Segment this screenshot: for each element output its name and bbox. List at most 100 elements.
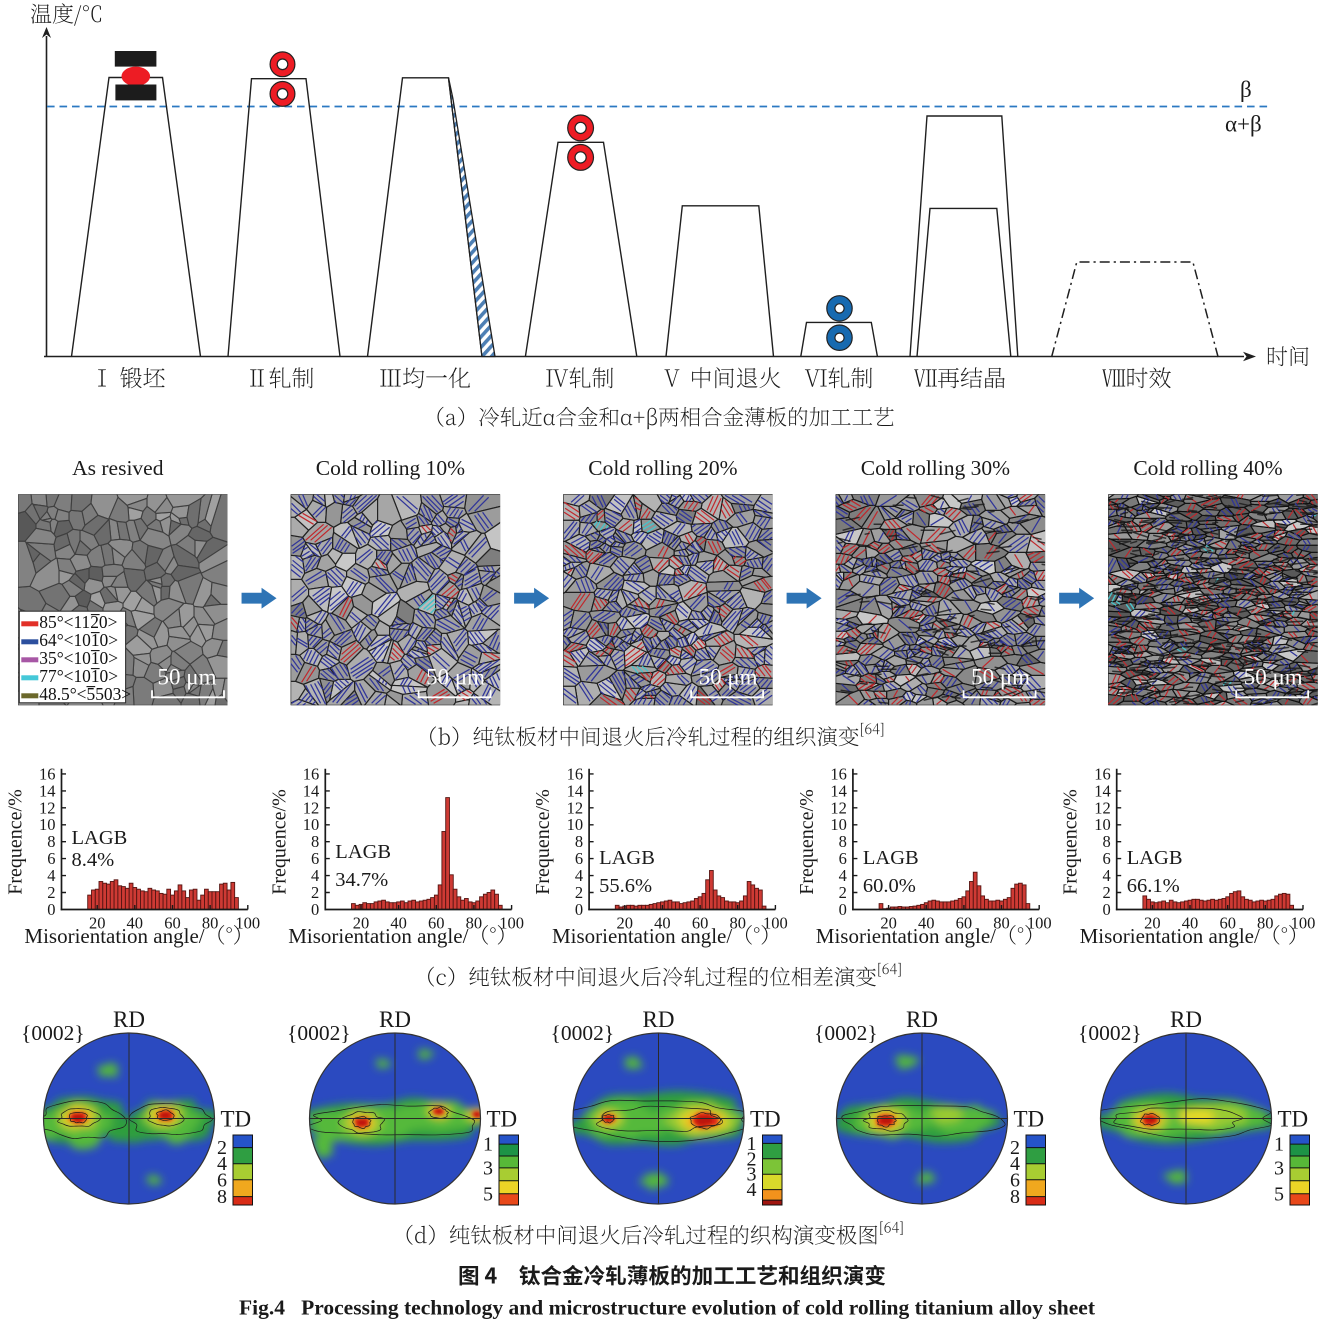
svg-text:4: 4	[1102, 866, 1110, 885]
svg-text:60: 60	[428, 914, 445, 933]
svg-text:TD: TD	[221, 1107, 252, 1132]
svg-text:Misorientation angle/: Misorientation angle/	[288, 924, 468, 948]
svg-text:48.5°<5503>: 48.5°<5503>	[39, 684, 131, 704]
svg-text:40: 40	[918, 914, 935, 933]
svg-text:40: 40	[127, 914, 144, 933]
svg-text:8: 8	[217, 1186, 227, 1208]
svg-text:8: 8	[1010, 1186, 1020, 1208]
svg-text:RD: RD	[643, 1007, 675, 1032]
svg-text:LAGB: LAGB	[72, 827, 128, 849]
svg-text:RD: RD	[906, 1007, 938, 1032]
svg-text:100: 100	[1291, 914, 1316, 933]
svg-text:4: 4	[311, 866, 319, 885]
svg-text:40: 40	[390, 914, 407, 933]
svg-text:80: 80	[466, 914, 483, 933]
svg-text:Frequence/%: Frequence/%	[796, 789, 818, 895]
svg-text:20: 20	[880, 914, 897, 933]
svg-text:10: 10	[830, 815, 847, 834]
svg-text:Frequence/%: Frequence/%	[5, 789, 27, 895]
svg-text:100: 100	[763, 914, 788, 933]
svg-text:1: 1	[1274, 1134, 1284, 1156]
svg-text:0: 0	[1102, 900, 1110, 919]
svg-text:RD: RD	[1170, 1007, 1202, 1032]
svg-text:1: 1	[483, 1134, 493, 1156]
svg-text:{0002}: {0002}	[1078, 1021, 1142, 1045]
svg-text:4: 4	[217, 1153, 227, 1175]
svg-text:66.1%: 66.1%	[1127, 875, 1180, 897]
svg-text:20: 20	[353, 914, 370, 933]
svg-text:8: 8	[1102, 832, 1110, 851]
svg-text:14: 14	[830, 781, 847, 800]
svg-text:RD: RD	[113, 1007, 145, 1032]
svg-text:40: 40	[1182, 914, 1199, 933]
svg-text:2: 2	[839, 883, 847, 902]
svg-text:34.7%: 34.7%	[335, 869, 388, 891]
svg-text:50 μm: 50 μm	[158, 664, 217, 689]
svg-text:55.6%: 55.6%	[599, 875, 652, 897]
svg-text:16: 16	[1094, 764, 1111, 783]
svg-text:60: 60	[956, 914, 973, 933]
svg-text:Misorientation angle/: Misorientation angle/	[816, 924, 996, 948]
svg-text:20: 20	[1144, 914, 1161, 933]
svg-text:14: 14	[39, 781, 56, 800]
svg-text:8: 8	[311, 832, 319, 851]
svg-text:4: 4	[747, 1179, 757, 1201]
svg-text:RD: RD	[379, 1007, 411, 1032]
svg-text:2: 2	[1102, 883, 1110, 902]
svg-text:77°<1010>: 77°<1010>	[39, 666, 118, 686]
svg-text:2: 2	[575, 883, 583, 902]
svg-text:LAGB: LAGB	[335, 841, 391, 863]
svg-text:20: 20	[89, 914, 106, 933]
svg-text:80: 80	[993, 914, 1010, 933]
svg-text:2: 2	[311, 883, 319, 902]
svg-text:50 μm: 50 μm	[699, 664, 758, 689]
svg-text:TD: TD	[1278, 1107, 1309, 1132]
svg-text:6: 6	[839, 849, 847, 868]
svg-text:{0002}: {0002}	[21, 1021, 85, 1045]
svg-text:Misorientation angle/: Misorientation angle/	[24, 924, 204, 948]
svg-text:6: 6	[1010, 1169, 1020, 1191]
svg-text:4: 4	[47, 866, 55, 885]
svg-text:3: 3	[483, 1157, 493, 1179]
svg-text:Misorientation angle/: Misorientation angle/	[552, 924, 732, 948]
svg-text:6: 6	[575, 849, 583, 868]
svg-text:2: 2	[217, 1137, 227, 1159]
svg-text:35°<1010>: 35°<1010>	[39, 648, 118, 668]
svg-text:8.4%: 8.4%	[72, 849, 115, 871]
svg-text:TD: TD	[1014, 1107, 1045, 1132]
svg-text:10: 10	[303, 815, 320, 834]
svg-text:10: 10	[1094, 815, 1111, 834]
svg-text:50 μm: 50 μm	[971, 664, 1030, 689]
svg-text:2: 2	[747, 1148, 757, 1170]
svg-text:4: 4	[839, 866, 847, 885]
svg-text:80: 80	[202, 914, 219, 933]
svg-text:As resived: As resived	[72, 456, 164, 480]
svg-text:Misorientation angle/: Misorientation angle/	[1080, 924, 1260, 948]
svg-text:0: 0	[839, 900, 847, 919]
svg-text:β: β	[1240, 77, 1252, 102]
svg-text:12: 12	[39, 798, 56, 817]
svg-text:{0002}: {0002}	[814, 1021, 878, 1045]
svg-text:6: 6	[1102, 849, 1110, 868]
svg-text:60: 60	[692, 914, 709, 933]
svg-text:0: 0	[575, 900, 583, 919]
svg-text:14: 14	[567, 781, 584, 800]
svg-text:10: 10	[39, 815, 56, 834]
svg-text:2: 2	[47, 883, 55, 902]
svg-text:85°<1120>: 85°<1120>	[39, 612, 117, 632]
svg-text:2: 2	[1010, 1137, 1020, 1159]
svg-text:80: 80	[1257, 914, 1274, 933]
svg-text:3: 3	[1274, 1157, 1284, 1179]
svg-text:Frequence/%: Frequence/%	[268, 789, 290, 895]
svg-text:60: 60	[1219, 914, 1236, 933]
svg-text:16: 16	[830, 764, 847, 783]
svg-text:5: 5	[483, 1183, 493, 1205]
svg-text:LAGB: LAGB	[863, 847, 919, 869]
svg-text:16: 16	[303, 764, 320, 783]
svg-text:8: 8	[575, 832, 583, 851]
svg-text:LAGB: LAGB	[1127, 847, 1183, 869]
svg-text:Frequence/%: Frequence/%	[532, 789, 554, 895]
svg-text:6: 6	[47, 849, 55, 868]
svg-text:4: 4	[575, 866, 583, 885]
svg-text:0: 0	[311, 900, 319, 919]
